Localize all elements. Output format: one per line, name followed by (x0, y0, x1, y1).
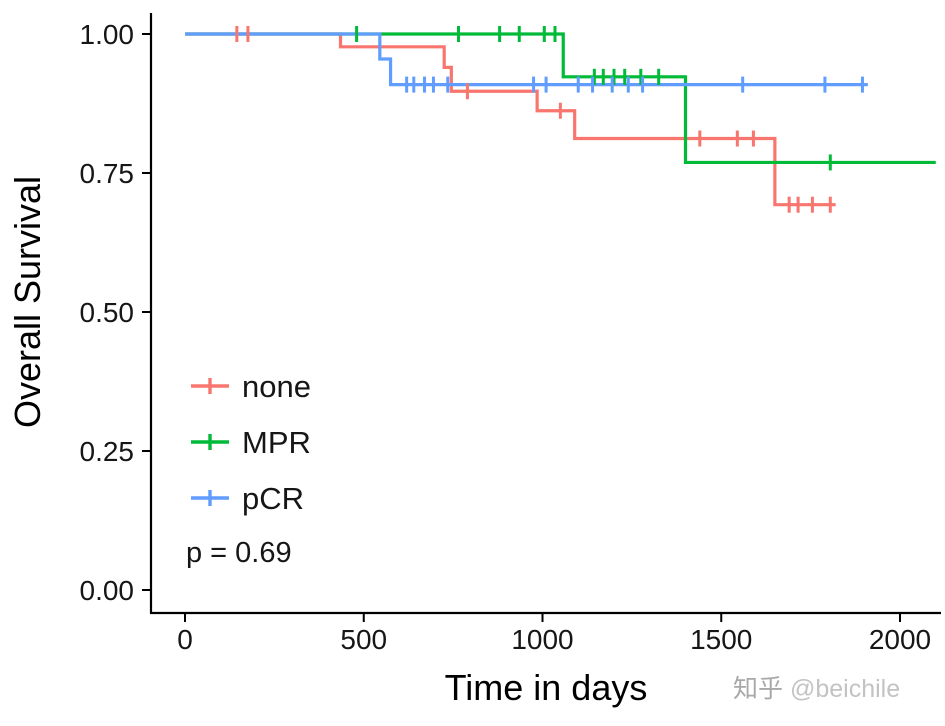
watermark: 知乎 @beichile (733, 675, 900, 703)
y-tick-label: 1.00 (80, 19, 135, 50)
x-tick-label: 500 (340, 624, 387, 655)
legend-label-none: none (242, 369, 311, 404)
legend-label-pCR: pCR (242, 481, 304, 516)
axes-layer (142, 13, 941, 622)
censor-marks-layer (235, 26, 864, 213)
y-tick-label: 0.00 (80, 575, 135, 606)
x-tick-label: 1500 (690, 624, 752, 655)
tick-labels-layer: 0 500 1000 1500 2000 1.00 0.75 0.50 0.25 0.00 (80, 19, 932, 655)
y-tick-label: 0.25 (80, 436, 135, 467)
y-axis-title: Overall Survival (7, 176, 48, 428)
survival-curve-none (185, 32, 836, 207)
y-tick-label: 0.50 (80, 297, 135, 328)
x-tick-label: 1000 (511, 624, 573, 655)
p-value-annotation: p = 0.69 (186, 537, 292, 569)
x-tick-label: 2000 (869, 624, 931, 655)
survival-curve-pCR (185, 32, 868, 87)
y-tick-label: 0.75 (80, 158, 135, 189)
legend: none MPR pCR (191, 369, 311, 516)
watermark-brand: 知乎 (733, 675, 783, 703)
x-tick-label: 0 (177, 624, 193, 655)
curves-layer (185, 32, 936, 207)
watermark-handle: @beichile (783, 675, 900, 703)
x-axis-title: Time in days (445, 667, 648, 708)
legend-label-MPR: MPR (242, 425, 311, 460)
survival-curve-MPR (185, 32, 936, 165)
